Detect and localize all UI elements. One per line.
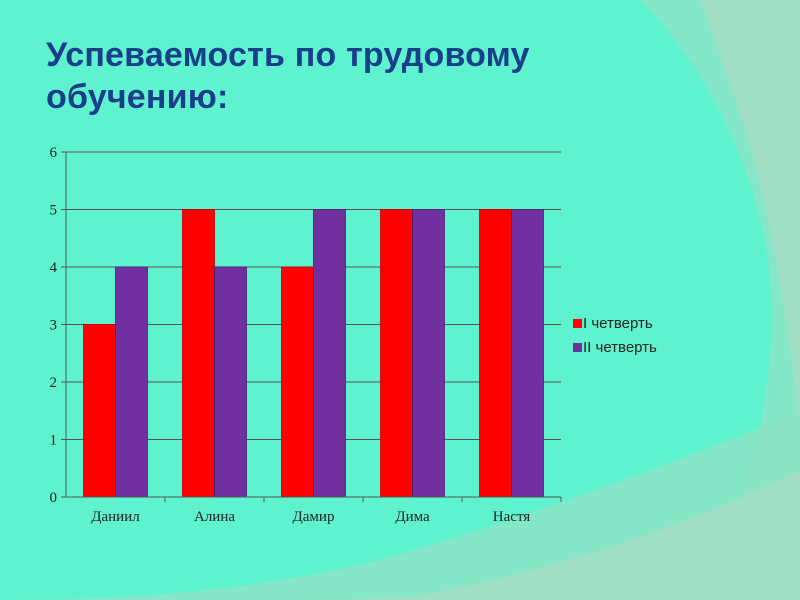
y-tick-label: 5 xyxy=(50,203,58,219)
bar-series-2-0 xyxy=(115,266,148,498)
legend-swatch-2 xyxy=(573,343,582,352)
bars xyxy=(83,209,544,498)
bar-series-2-4 xyxy=(511,209,544,498)
slide-title: Успеваемость по трудовому обучению: xyxy=(46,36,530,116)
x-category-label: Дима xyxy=(395,509,430,525)
x-category-label: Даниил xyxy=(91,509,140,525)
bar-series-2-1 xyxy=(214,266,247,498)
bar-series-1-4 xyxy=(479,209,512,498)
bar-series-2-2 xyxy=(313,209,346,498)
y-tick-label: 6 xyxy=(50,145,58,161)
bar-series-1-0 xyxy=(83,324,116,498)
bar-series-1-3 xyxy=(380,209,413,498)
x-category-label: Алина xyxy=(194,509,235,525)
legend-swatch-1 xyxy=(573,319,582,328)
y-tick-label: 1 xyxy=(50,433,58,449)
y-tick-label: 2 xyxy=(50,375,58,391)
bar-series-1-1 xyxy=(182,209,215,498)
legend-label-1: I четверть xyxy=(583,315,653,332)
bar-series-1-2 xyxy=(281,266,314,498)
background-swoosh-top-right-inner xyxy=(700,0,800,430)
bar-series-2-3 xyxy=(412,209,445,498)
y-tick-label: 3 xyxy=(50,318,58,334)
y-tick-label: 4 xyxy=(50,260,58,276)
axes: 0 1 2 3 4 5 6 Даниил Алина Дамир Дима Настя xyxy=(50,145,562,525)
x-category-label: Настя xyxy=(493,509,531,525)
x-category-label: Дамир xyxy=(293,509,335,525)
background-swoosh-bottom-inner xyxy=(260,470,800,600)
y-tick-label: 0 xyxy=(50,490,58,506)
legend: I четверть II четверть xyxy=(573,315,657,356)
legend-label-2: II четверть xyxy=(583,339,657,356)
